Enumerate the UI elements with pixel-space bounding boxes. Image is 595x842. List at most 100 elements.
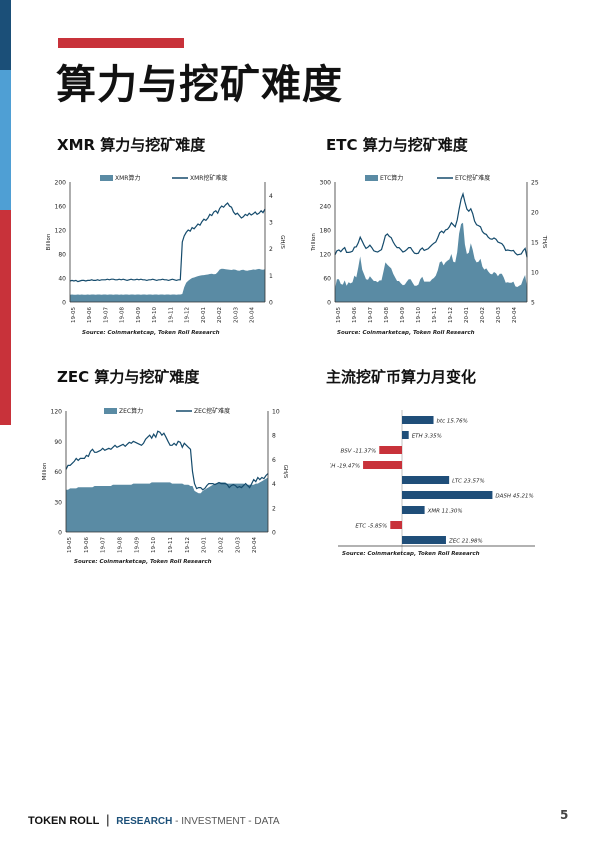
legend-swatch-area [365, 175, 378, 181]
x-tick-label: 19-10 [416, 307, 422, 323]
bar-label: btc 15.76% [437, 419, 468, 425]
bar-dash [402, 491, 493, 499]
y2-tick-label: 25 [531, 180, 539, 187]
source-note: Source: Coinmarketcap, Token Roll Resear… [82, 330, 220, 336]
y-tick-label: 120 [320, 252, 332, 259]
x-tick-label: 20-02 [480, 307, 486, 323]
footer: TOKEN ROLL | RESEARCH - INVESTMENT - DAT… [28, 812, 280, 827]
y2-axis-label: GH/S [282, 465, 288, 479]
x-tick-label: 20-04 [512, 307, 518, 323]
bar-label: LTC 23.57% [452, 479, 485, 485]
x-tick-label: 19-08 [118, 537, 124, 553]
bar-label: XMR 11.30% [427, 509, 463, 515]
y-tick-label: 200 [55, 180, 67, 187]
bar-bsv [379, 446, 402, 454]
y-tick-label: 60 [54, 469, 62, 476]
x-tick-label: 19-06 [84, 537, 90, 553]
x-tick-label: 20-03 [496, 307, 502, 323]
y2-tick-label: 10 [531, 270, 539, 277]
y2-tick-label: 15 [531, 240, 539, 247]
legend-label-line: ETC挖矿难度 [455, 174, 490, 182]
page-number: 5 [560, 808, 569, 822]
x-tick-label: 20-01 [201, 307, 207, 323]
side-bar-red [0, 210, 11, 425]
x-tick-label: 20-04 [250, 307, 256, 323]
footer-divider: | [106, 812, 110, 827]
x-tick-label: 19-08 [120, 307, 126, 323]
x-tick-label: 20-04 [252, 537, 258, 553]
legend-swatch-area [104, 408, 117, 414]
x-tick-label: 19-05 [336, 307, 342, 323]
etc-chart: 0 60 120 180 240 300 5 10 15 20 25 19-05 19-06 19-07 1… [311, 174, 547, 336]
y2-tick-label: 2 [272, 505, 276, 512]
x-tick-label: 19-10 [152, 307, 158, 323]
y2-tick-label: 3 [269, 220, 273, 227]
bar-label: ZEC 21.98% [448, 539, 483, 545]
header-accent-bar [58, 38, 184, 48]
y-tick-label: 60 [323, 276, 331, 283]
source-note: Source: Coinmarketcap, Token Roll Resear… [74, 559, 212, 565]
footer-brand: TOKEN ROLL [28, 815, 100, 827]
monthly-chart-title: 主流挖矿币算力月变化 [326, 368, 477, 386]
x-tick-label: 19-05 [67, 537, 73, 553]
y-axis-label: Million [42, 462, 48, 480]
x-tick-label: 19-10 [151, 537, 157, 553]
footer-research: RESEARCH [116, 816, 173, 827]
x-tick-label: 19-08 [384, 307, 390, 323]
source-note: Source: Coinmarketcap, Token Roll Resear… [337, 330, 475, 336]
x-tick-label: 20-01 [202, 537, 208, 553]
bar-ltc [402, 476, 450, 484]
x-tick-label: 20-03 [235, 537, 241, 553]
x-tick-label: 19-06 [87, 307, 93, 323]
y2-axis-label: GH/S [279, 235, 285, 249]
y-tick-label: 180 [320, 228, 332, 235]
x-tick-label: 19-12 [185, 307, 191, 323]
footer-rest: - INVESTMENT - DATA [172, 816, 280, 827]
y-tick-label: 120 [51, 409, 63, 416]
y2-tick-label: 0 [272, 530, 276, 537]
series-area-xmr [70, 268, 265, 302]
y-tick-label: 0 [327, 300, 331, 307]
bar-label: ETH 3.35% [412, 434, 442, 440]
x-tick-label: 19-06 [352, 307, 358, 323]
x-tick-label: 20-02 [219, 537, 225, 553]
y-axis-label: Trillion [311, 233, 317, 252]
zec-chart: 0 30 60 90 120 0 2 4 6 8 10 19-05 19-06 19-07 19-08 19-… [42, 407, 288, 565]
y2-tick-label: 20 [531, 210, 539, 217]
y2-tick-label: 0 [269, 300, 273, 307]
bar-etc [390, 521, 402, 529]
xmr-chart: 0 40 80 120 160 200 0 1 2 3 4 19-05 19-06 19-07 19-08 1… [46, 174, 285, 336]
legend-label-line: XMR挖矿难度 [190, 174, 227, 182]
legend-label-area: ZEC算力 [119, 407, 143, 415]
page-title: 算力与挖矿难度 [56, 62, 343, 108]
legend-label-area: ETC算力 [380, 174, 403, 182]
series-line-etc [334, 191, 528, 258]
side-bar-blue [0, 70, 11, 210]
x-tick-label: 20-01 [464, 307, 470, 323]
y2-tick-label: 8 [272, 433, 276, 440]
bar-label: DASH 45.21% [495, 494, 533, 500]
y-tick-label: 40 [58, 276, 66, 283]
y-tick-label: 160 [55, 204, 67, 211]
source-note: Source: Coinmarketcap, Token Roll Resear… [342, 551, 480, 557]
bar-eth [402, 431, 409, 439]
series-line-zec [65, 430, 269, 491]
x-tick-label: 20-02 [217, 307, 223, 323]
side-bar-navy [0, 0, 11, 70]
y2-tick-label: 10 [272, 409, 280, 416]
x-tick-label: 19-09 [134, 537, 140, 553]
x-tick-label: 19-11 [168, 537, 174, 553]
y-axis-label: Billion [46, 233, 52, 250]
y-tick-label: 90 [54, 439, 62, 446]
x-tick-label: 19-12 [448, 307, 454, 323]
y-tick-label: 0 [58, 530, 62, 537]
y2-tick-label: 2 [269, 246, 273, 253]
xmr-chart-title: XMR 算力与挖矿难度 [57, 136, 206, 154]
y-tick-label: 120 [55, 228, 67, 235]
y2-axis-label: TH/S [541, 235, 547, 249]
series-area-etc [335, 222, 527, 302]
bar-label: BCH -19.47% [330, 464, 360, 470]
series-area-zec [66, 477, 268, 532]
y-tick-label: 30 [54, 499, 62, 506]
y2-tick-label: 4 [269, 193, 273, 200]
